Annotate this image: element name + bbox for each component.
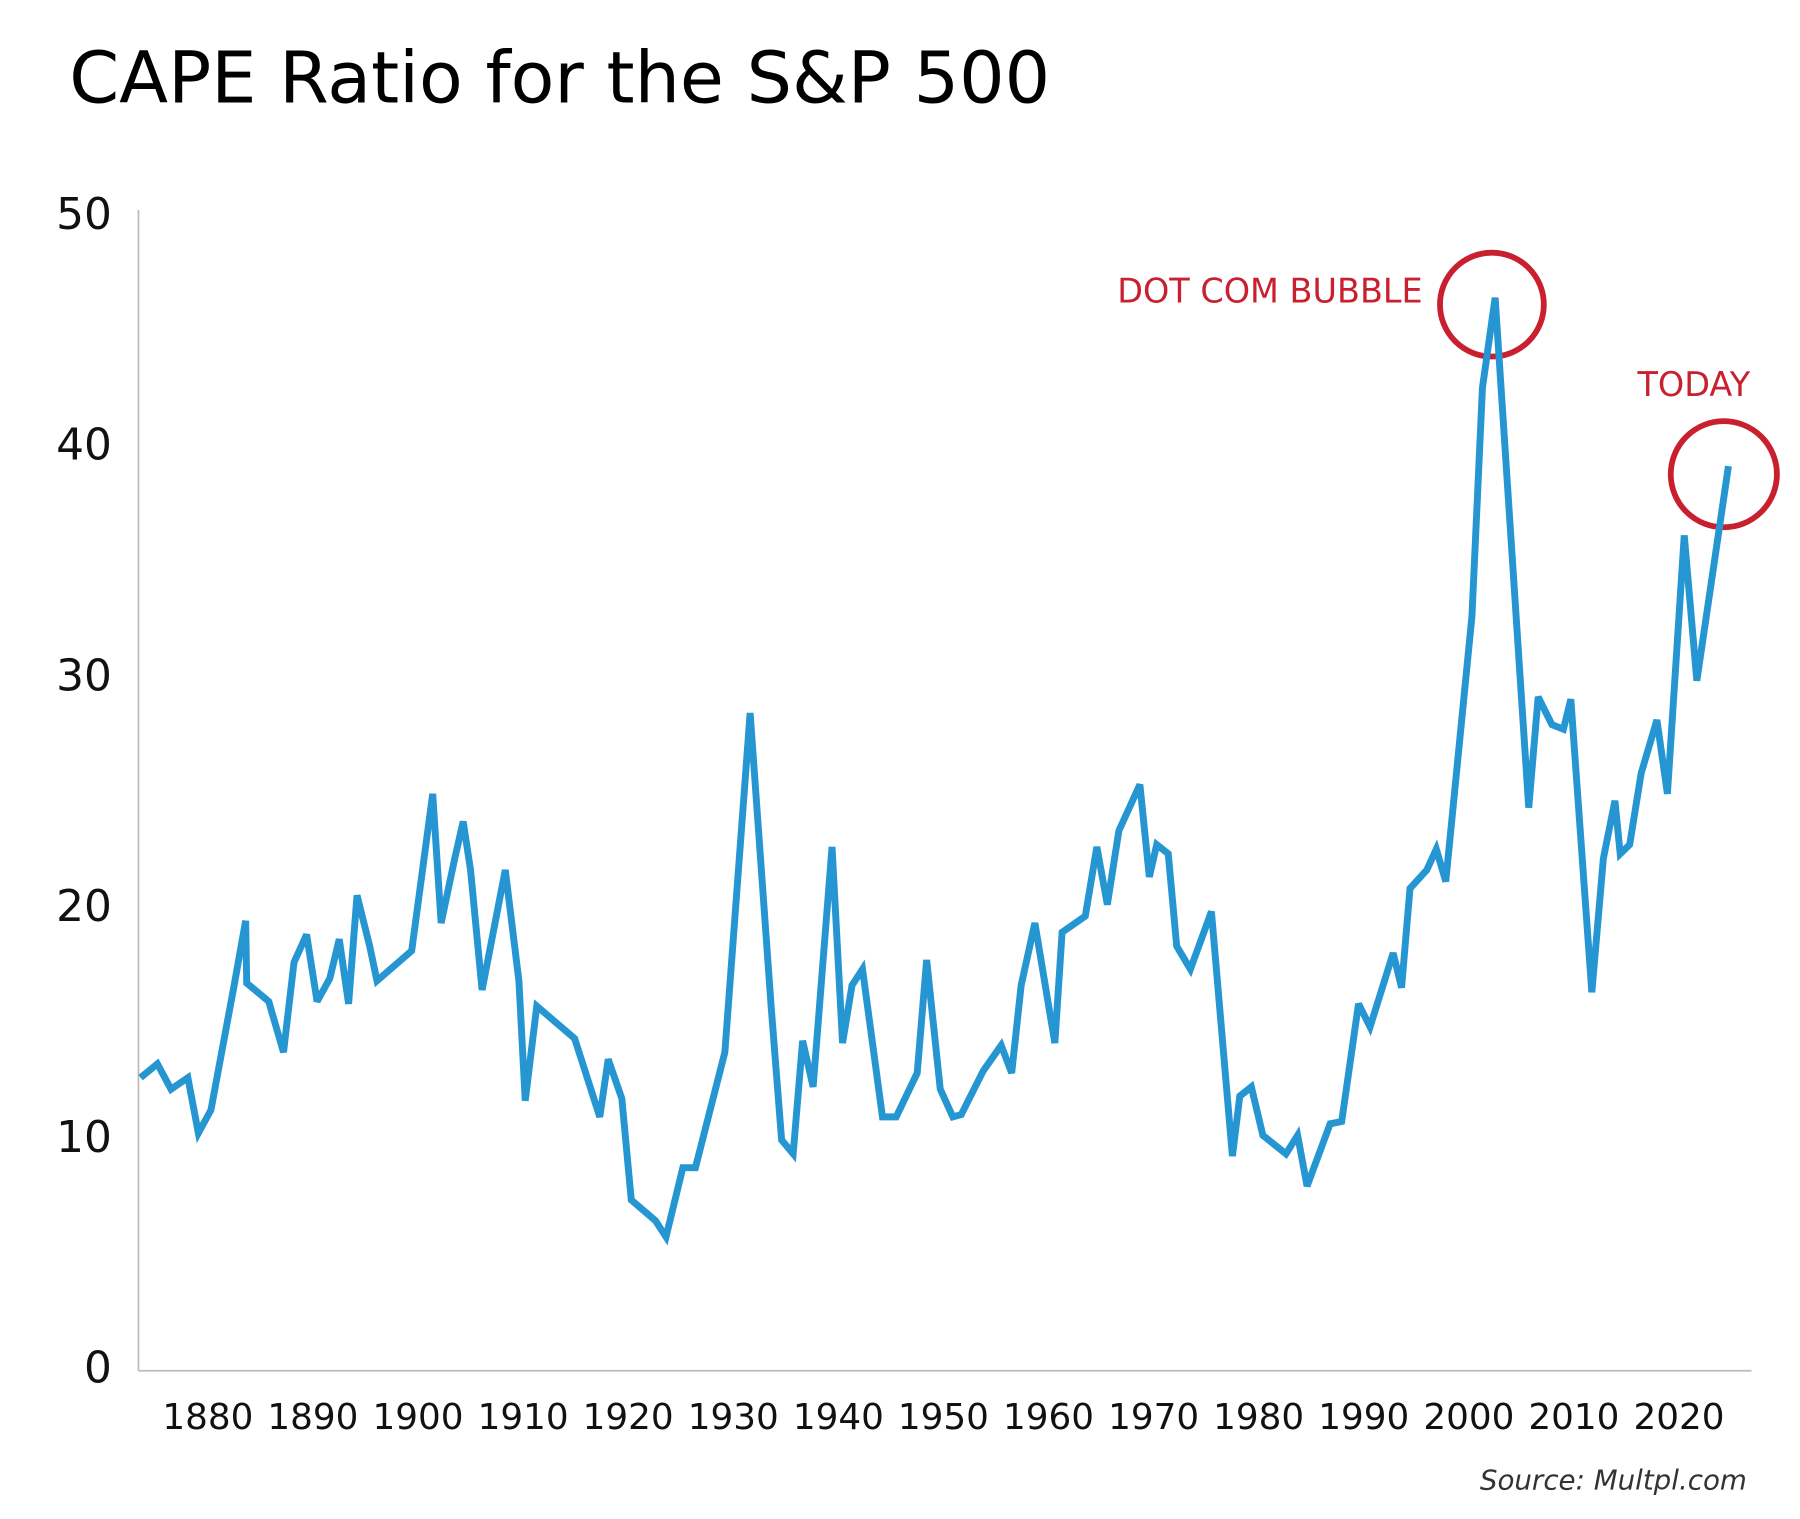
x-tick-label: 1950 [898,1397,989,1438]
x-tick-label: 1930 [688,1397,779,1438]
y-tick-label: 0 [84,1343,112,1394]
x-tick-label: 1900 [373,1397,464,1438]
annotation-circle [1667,418,1780,531]
line-series [138,297,1732,1246]
y-tick-label: 30 [56,650,112,701]
x-tick-label: 2020 [1634,1397,1725,1438]
x-tick-label: 2000 [1423,1397,1514,1438]
y-tick-label: 50 [56,189,112,240]
annotation-circle [1437,249,1547,360]
x-tick-label: 2010 [1528,1397,1619,1438]
chart-title: CAPE Ratio for the S&P 500 [69,37,1050,120]
y-tick-label: 40 [56,420,112,471]
x-tick-label: 1980 [1213,1397,1304,1438]
annotation: DOT COM BUBBLE [1117,272,1422,311]
source-note: Source: Multpl.com [1480,1464,1747,1497]
x-tick-label: 1920 [583,1397,674,1438]
x-tick-label: 1960 [1003,1397,1094,1438]
x-tick-label: 1990 [1318,1397,1409,1438]
y-tick-label: 10 [56,1112,112,1163]
x-tick-label: 1970 [1108,1397,1199,1438]
y-tick-label: 20 [56,881,112,932]
x-tick-label: 1910 [478,1397,569,1438]
x-tick-label: 1880 [162,1397,253,1438]
annotation: TODAY [1636,365,1750,404]
x-tick-label: 1940 [793,1397,884,1438]
x-tick-label: 1890 [267,1397,358,1438]
